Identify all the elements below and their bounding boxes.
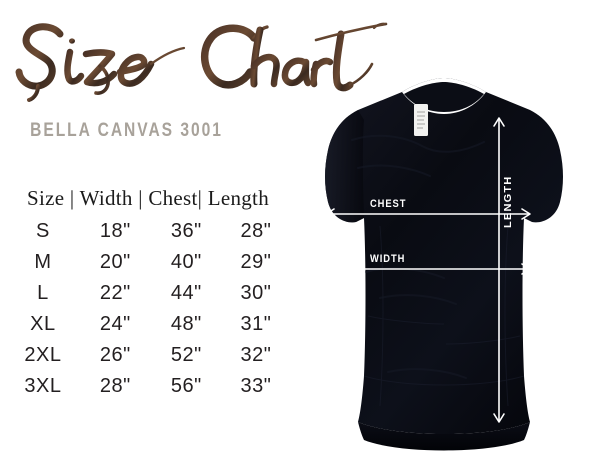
cell-length: 31" — [240, 313, 272, 335]
cell-width: 26" — [99, 344, 131, 366]
cell-width: 22" — [99, 282, 131, 304]
size-table-body: S 18" 36" 28" M 20" 40" 29" L 22" 44" 30… — [6, 216, 290, 402]
cell-length: 29" — [240, 251, 272, 273]
page-title — [8, 8, 398, 108]
shirt-silhouette — [325, 78, 563, 451]
cell-size: M — [34, 251, 52, 273]
cell-size: S — [35, 220, 50, 242]
table-row: L 22" 44" 30" — [6, 278, 290, 309]
cell-size: 2XL — [24, 344, 62, 366]
cell-length: 32" — [240, 344, 272, 366]
neck-tag-icon — [414, 104, 428, 136]
cell-chest: 36" — [170, 220, 202, 242]
cell-chest: 40" — [170, 251, 202, 273]
cell-chest: 44" — [170, 282, 202, 304]
table-row: S 18" 36" 28" — [6, 216, 290, 247]
cell-size: 3XL — [24, 375, 62, 397]
table-row: M 20" 40" 29" — [6, 247, 290, 278]
table-row: 2XL 26" 52" 32" — [6, 340, 290, 371]
table-row: XL 24" 48" 31" — [6, 309, 290, 340]
cell-length: 28" — [240, 220, 272, 242]
cell-chest: 48" — [170, 313, 202, 335]
cell-size: XL — [30, 313, 56, 335]
title-block: BELLA CANVAS 3001 — [0, 0, 400, 160]
cell-chest: 56" — [170, 375, 202, 397]
cell-size: L — [37, 282, 49, 304]
width-measurement-label: WIDTH — [370, 253, 406, 265]
brand-subtitle: BELLA CANVAS 3001 — [30, 120, 223, 141]
cell-chest: 52" — [170, 344, 202, 366]
table-row: 3XL 28" 56" 33" — [6, 371, 290, 402]
length-arrow — [493, 117, 505, 423]
chest-measurement-label: CHEST — [370, 198, 407, 210]
cell-length: 30" — [240, 282, 272, 304]
length-measurement-label: LENGTH — [503, 175, 514, 228]
cell-width: 24" — [99, 313, 131, 335]
cell-width: 18" — [99, 220, 131, 242]
chest-arrow — [325, 208, 531, 220]
cell-width: 28" — [99, 375, 131, 397]
measurement-arrows — [325, 117, 531, 423]
shirt-image: CHEST WIDTH LENGTH — [284, 76, 600, 474]
table-header: Size | Width | Chest| Length — [26, 186, 269, 210]
cell-width: 20" — [99, 251, 131, 273]
size-table: Size | Width | Chest| Length S 18" 36" 2… — [6, 186, 290, 402]
width-arrow — [325, 263, 531, 275]
cell-length: 33" — [240, 375, 272, 397]
